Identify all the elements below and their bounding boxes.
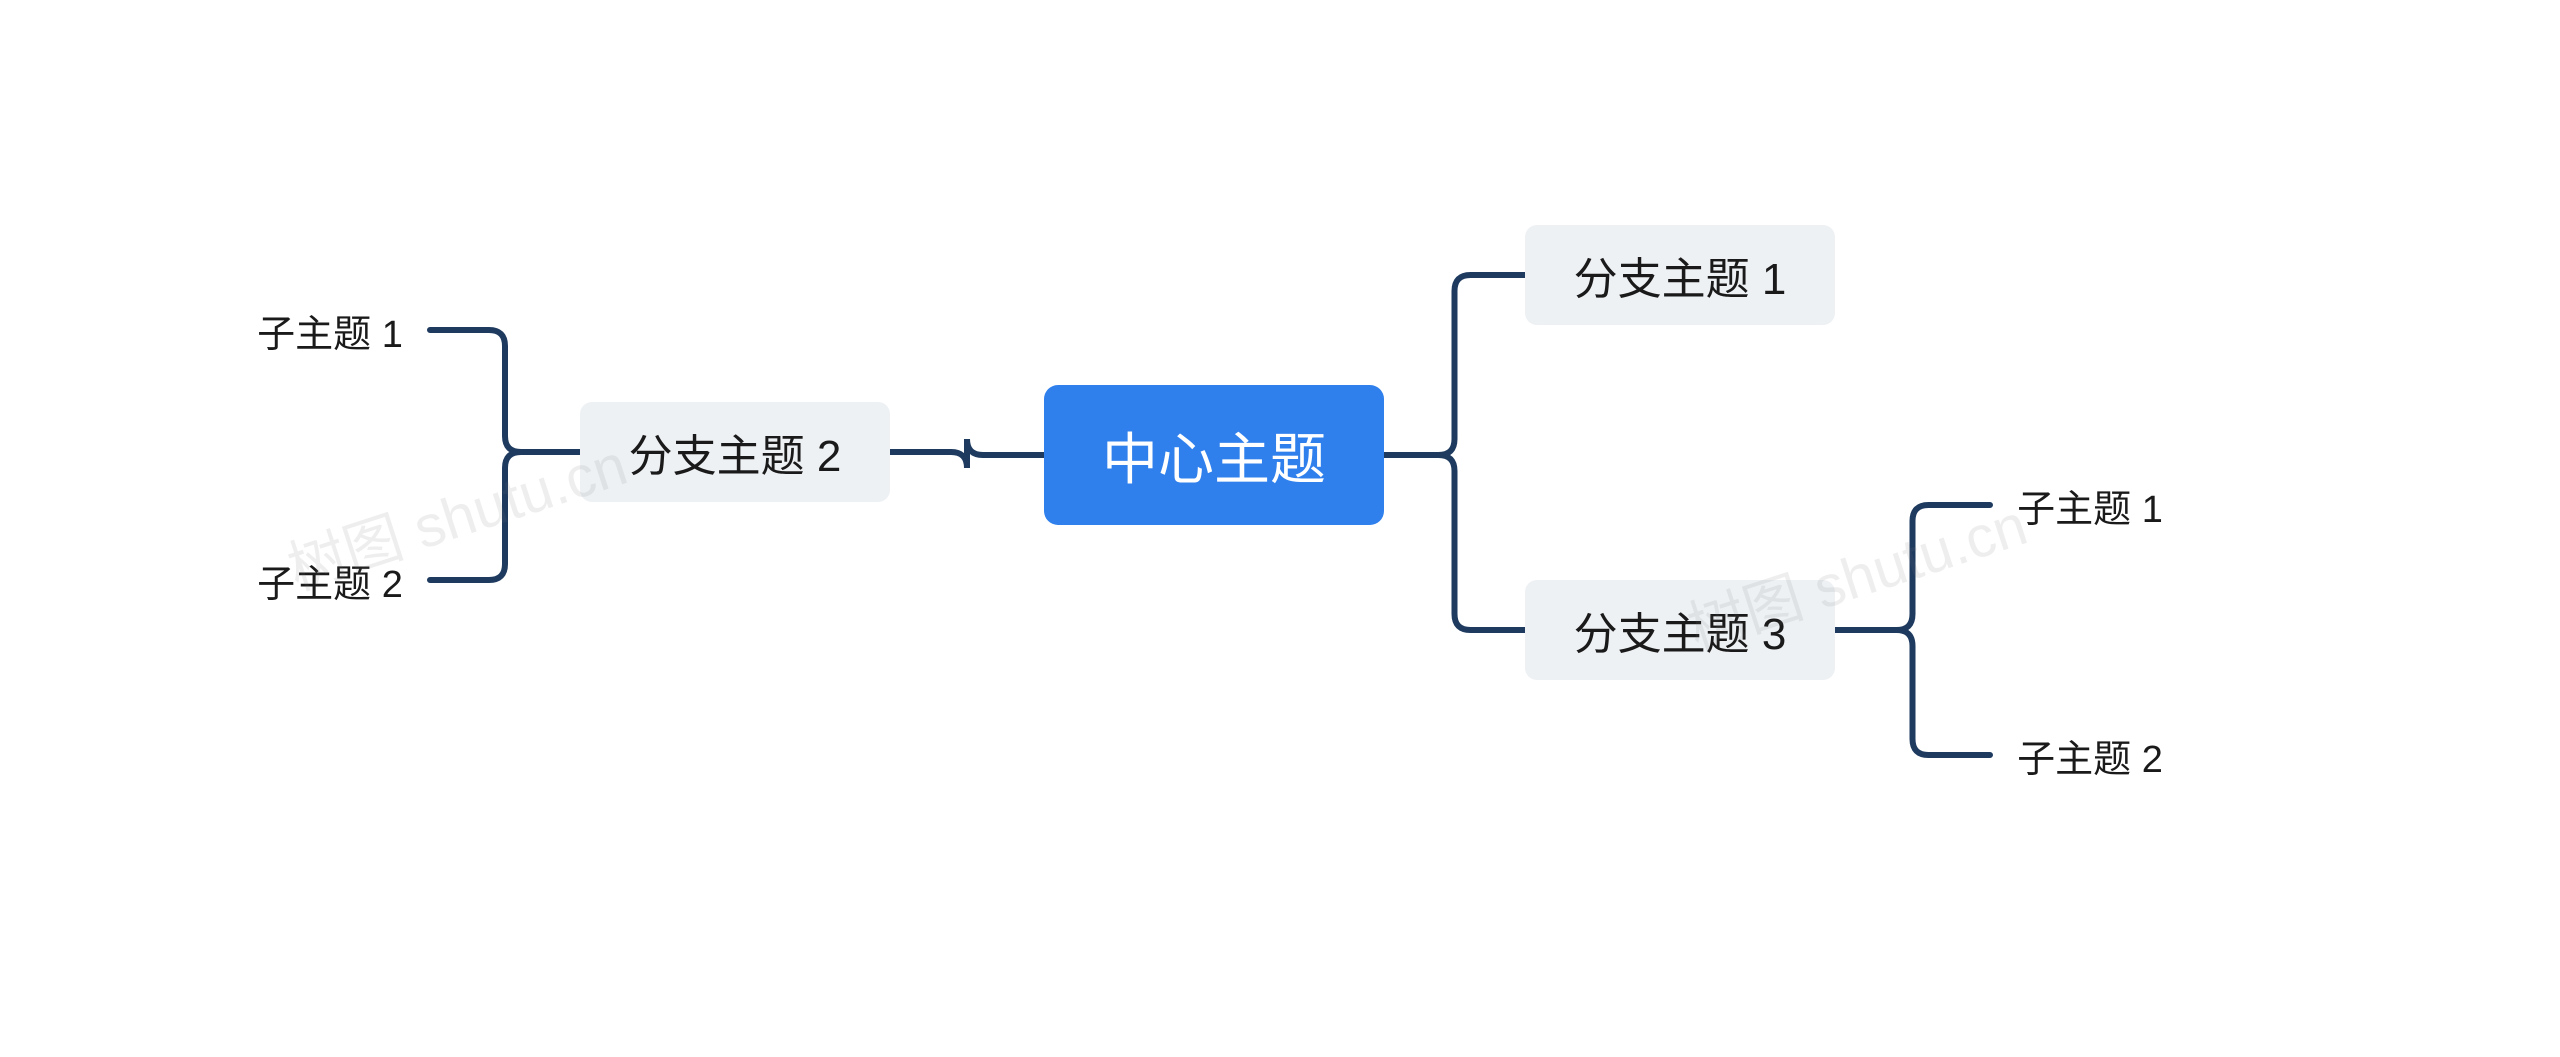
mindmap-canvas: 中心主题 分支主题 1 分支主题 2 子主题 1 子主题 2 分支主题 3 子主… <box>0 0 2560 1057</box>
center-topic-node[interactable]: 中心主题 <box>1044 385 1384 525</box>
branch-3-subtopic-2[interactable]: 子主题 2 <box>1990 725 2190 785</box>
branch-2-subtopic-1[interactable]: 子主题 1 <box>230 300 430 360</box>
branch-3-subtopic-1[interactable]: 子主题 1 <box>1990 475 2190 535</box>
branch-topic-2[interactable]: 分支主题 2 <box>580 402 890 502</box>
branch-topic-3[interactable]: 分支主题 3 <box>1525 580 1835 680</box>
branch-topic-1[interactable]: 分支主题 1 <box>1525 225 1835 325</box>
branch-2-subtopic-2[interactable]: 子主题 2 <box>230 550 430 610</box>
